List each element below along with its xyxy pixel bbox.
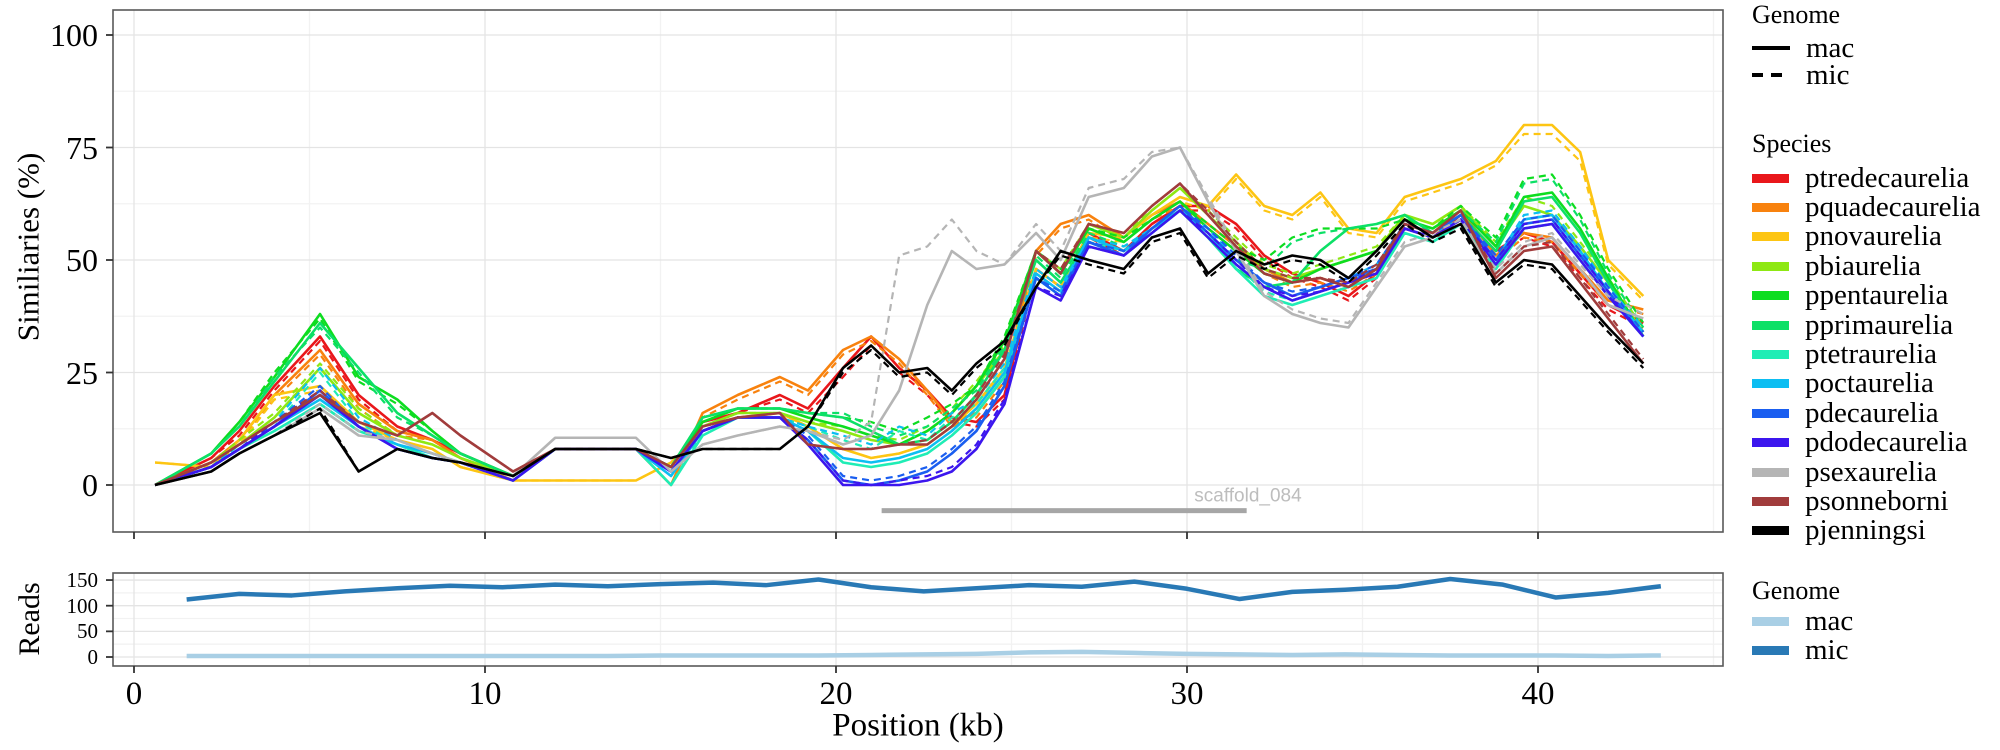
legend-genome-item-mic: mic bbox=[1752, 60, 1850, 90]
legend-species-item-poctaurelia-label: poctaurelia bbox=[1805, 367, 1934, 400]
series-line-pjenningsi-mac bbox=[154, 218, 1645, 487]
bottom-y-tick-label: 100 bbox=[66, 593, 99, 618]
legend-species-item-pdodecaurelia: pdodecaurelia bbox=[1752, 428, 1968, 458]
top-y-tick-label: 25 bbox=[66, 354, 98, 391]
top-y-tick-label: 0 bbox=[82, 467, 98, 503]
top-y-tick-label: 50 bbox=[66, 242, 98, 278]
species-color-key-icon bbox=[1752, 232, 1789, 242]
legend-genome-bottom-item-mic: mic bbox=[1752, 635, 1849, 665]
bottom-y-tick-label: 150 bbox=[66, 568, 99, 593]
legend-genome-bottom-item-mac: mac bbox=[1752, 606, 1853, 636]
x-tick-label: 0 bbox=[125, 676, 143, 712]
series-line-pjenningsi-mic bbox=[154, 222, 1645, 487]
scaffold-label: scaffold_084 bbox=[1194, 486, 1302, 507]
bottom-y-tick-label: 50 bbox=[77, 619, 98, 644]
series-line-psexaurelia-mic bbox=[154, 146, 1644, 487]
legend-species-item-ppentaurelia: ppentaurelia bbox=[1752, 281, 1948, 311]
species-color-key-icon bbox=[1752, 379, 1789, 389]
legend-species-item-pdecaurelia: pdecaurelia bbox=[1752, 398, 1939, 428]
species-color-key-icon bbox=[1752, 261, 1789, 271]
legend-species-item-pjenningsi-label: pjenningsi bbox=[1805, 514, 1926, 547]
legend-species-title: Species bbox=[1752, 129, 1832, 158]
series-line-pprimaurelia-mic bbox=[154, 177, 1645, 486]
legend-species-item-psexaurelia: psexaurelia bbox=[1752, 457, 1937, 487]
species-color-key-icon bbox=[1752, 467, 1789, 477]
legend-species-item-pquadecaurelia: pquadecaurelia bbox=[1752, 192, 1981, 222]
species-color-key-icon bbox=[1752, 173, 1789, 183]
legend-genome-item-mac: mac bbox=[1752, 33, 1854, 63]
x-tick-label: 20 bbox=[819, 676, 853, 712]
genome-color-key-mic-icon bbox=[1752, 645, 1789, 655]
x-tick-label: 40 bbox=[1521, 676, 1555, 712]
bottom-y-axis-title: Reads bbox=[13, 582, 46, 656]
legend-species-item-pdecaurelia-label: pdecaurelia bbox=[1805, 396, 1939, 429]
legend-species-item-pnovaurelia-label: pnovaurelia bbox=[1805, 220, 1942, 253]
scaffold-bar bbox=[881, 508, 1247, 514]
legend-genome-bottom-item-mac-label: mac bbox=[1805, 604, 1854, 637]
legend-species-item-ptredecaurelia-label: ptredecaurelia bbox=[1805, 161, 1970, 194]
legend-species-item-pprimaurelia-label: pprimaurelia bbox=[1805, 308, 1954, 341]
legend-genome-bottom-title: Genome bbox=[1752, 576, 1841, 605]
legend-species-item-ppentaurelia-label: ppentaurelia bbox=[1805, 279, 1949, 312]
series-line-reads-mac bbox=[186, 649, 1661, 659]
legend-species-item-psexaurelia-label: psexaurelia bbox=[1805, 455, 1938, 488]
species-color-key-icon bbox=[1752, 408, 1789, 418]
x-axis-title: Position (kb) bbox=[832, 707, 1004, 744]
species-color-key-icon bbox=[1752, 291, 1789, 301]
x-tick-label: 30 bbox=[1170, 676, 1204, 712]
legend-genome-bottom-item-mic-label: mic bbox=[1805, 633, 1849, 666]
legend-species-item-ptetraurelia-label: ptetraurelia bbox=[1805, 337, 1938, 370]
panel-border bbox=[112, 572, 1724, 667]
species-color-key-icon bbox=[1752, 349, 1789, 359]
species-color-key-icon bbox=[1752, 202, 1789, 212]
legend-species-item-ptredecaurelia: ptredecaurelia bbox=[1752, 163, 1969, 193]
legend-species-item-pjenningsi: pjenningsi bbox=[1752, 516, 1926, 546]
legend-species-item-pbiaurelia-label: pbiaurelia bbox=[1805, 249, 1921, 282]
x-tick-label: 10 bbox=[468, 676, 502, 712]
legend-genome-item-mic-label: mic bbox=[1806, 58, 1850, 91]
species-color-key-icon bbox=[1752, 496, 1789, 506]
series-line-ppentaurelia-mac bbox=[154, 191, 1645, 487]
legend-species-item-ptetraurelia: ptetraurelia bbox=[1752, 339, 1937, 369]
species-color-key-icon bbox=[1752, 526, 1789, 536]
series-line-pdodecaurelia-mic bbox=[154, 209, 1645, 487]
legend-species-item-pprimaurelia: pprimaurelia bbox=[1752, 310, 1953, 340]
legend-species-item-pnovaurelia: pnovaurelia bbox=[1752, 222, 1942, 252]
legend-genome-item-mac-label: mac bbox=[1806, 31, 1855, 64]
legend-genome-title: Genome bbox=[1752, 0, 1841, 29]
species-color-key-icon bbox=[1752, 320, 1789, 330]
series-line-reads-mic bbox=[186, 576, 1662, 602]
linetype-key-mac-icon bbox=[1752, 46, 1790, 50]
series-line-pquadecaurelia-mac bbox=[154, 200, 1644, 487]
legend-species-item-psonneborni: psonneborni bbox=[1752, 486, 1948, 516]
top-y-tick-label: 100 bbox=[50, 17, 98, 53]
linetype-key-mic-icon bbox=[1752, 73, 1790, 77]
species-color-key-icon bbox=[1752, 438, 1789, 448]
legend-species-item-pquadecaurelia-label: pquadecaurelia bbox=[1805, 190, 1981, 223]
panel-border bbox=[112, 9, 1724, 533]
bottom-y-tick-label: 0 bbox=[87, 645, 99, 669]
legend-species-item-psonneborni-label: psonneborni bbox=[1805, 484, 1949, 517]
series-line-pquadecaurelia-mic bbox=[154, 204, 1644, 487]
genome-color-key-mac-icon bbox=[1752, 616, 1789, 626]
legend-species-item-pbiaurelia: pbiaurelia bbox=[1752, 251, 1921, 281]
legend-species-item-pdodecaurelia-label: pdodecaurelia bbox=[1805, 426, 1968, 459]
top-y-tick-label: 75 bbox=[66, 129, 98, 166]
legend-species-item-poctaurelia: poctaurelia bbox=[1752, 369, 1934, 399]
